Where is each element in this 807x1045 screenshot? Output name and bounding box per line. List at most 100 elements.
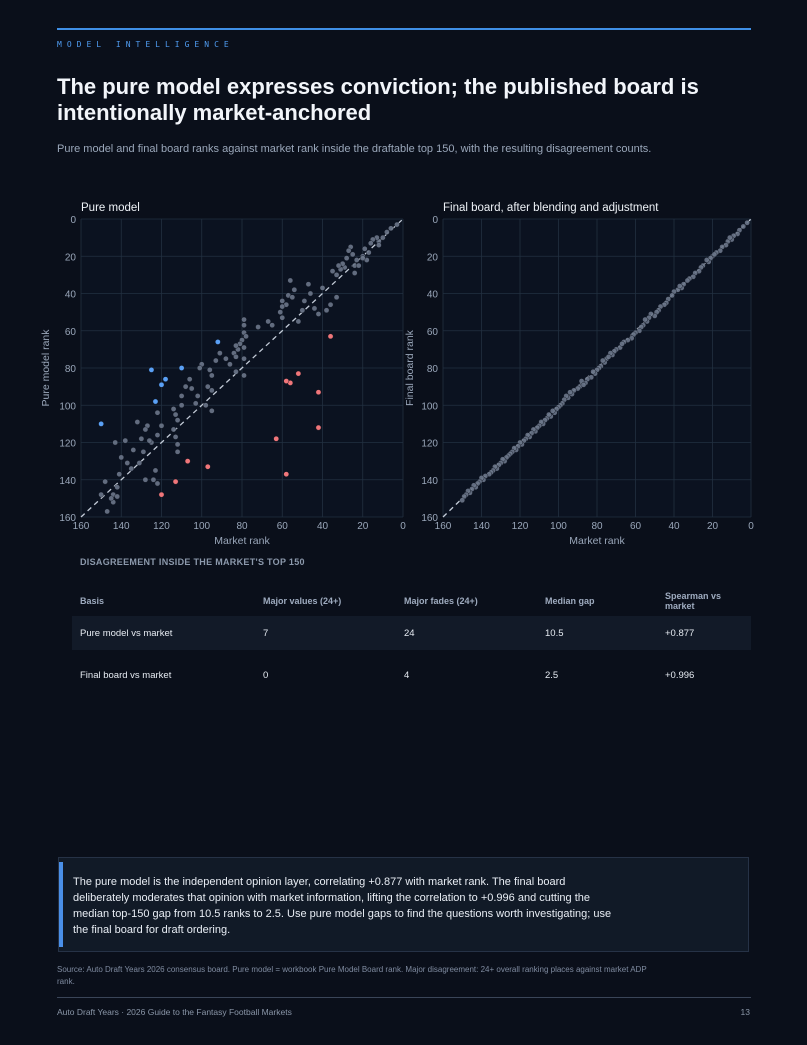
x-tick-label: 20 xyxy=(357,521,369,532)
data-point xyxy=(295,318,302,325)
data-point xyxy=(202,402,209,409)
x-tick-label: 60 xyxy=(277,521,289,532)
callout-accent-bar xyxy=(59,862,63,947)
major-value-point xyxy=(152,398,159,405)
y-tick-label: 100 xyxy=(59,401,76,412)
data-point xyxy=(740,223,747,230)
data-point xyxy=(241,344,247,351)
y-tick-label: 0 xyxy=(70,215,76,226)
major-fade-point xyxy=(273,435,280,442)
major-value-point xyxy=(178,365,185,371)
major-value-point xyxy=(162,376,169,382)
x-tick-label: 60 xyxy=(630,521,642,532)
y-tick-label: 120 xyxy=(421,439,438,450)
data-point xyxy=(241,355,247,362)
top-accent-line xyxy=(57,28,751,30)
data-point xyxy=(142,476,149,483)
x-tick-label: 160 xyxy=(73,521,90,532)
y-tick-label: 80 xyxy=(427,364,439,375)
data-point xyxy=(279,303,286,310)
footer-publication: Auto Draft Years · 2026 Guide to the Fan… xyxy=(57,1007,292,1017)
data-point xyxy=(233,354,239,360)
x-tick-label: 40 xyxy=(668,521,680,532)
data-point xyxy=(327,301,334,308)
data-point xyxy=(376,242,382,248)
data-point xyxy=(289,294,296,301)
data-point xyxy=(305,281,312,287)
y-axis-label: Final board rank xyxy=(404,329,416,406)
data-point xyxy=(134,419,141,425)
cell-median-gap: 2.5 xyxy=(545,669,559,681)
data-point xyxy=(335,262,342,269)
col-basis: Basis xyxy=(80,596,105,606)
data-point xyxy=(388,225,394,232)
x-tick-label: 120 xyxy=(512,521,529,532)
data-point xyxy=(124,460,131,466)
major-fade-point xyxy=(184,458,191,464)
y-tick-label: 160 xyxy=(421,513,438,524)
major-value-point xyxy=(98,421,104,427)
data-point xyxy=(136,460,143,466)
disagreement-table: Basis Major values (24+) Major fades (24… xyxy=(72,586,751,692)
data-point xyxy=(116,471,123,477)
data-point xyxy=(546,411,552,418)
x-tick-label: 40 xyxy=(317,521,329,532)
data-point xyxy=(154,409,161,416)
data-point xyxy=(172,411,179,418)
data-point xyxy=(580,381,587,388)
data-point xyxy=(333,294,340,301)
y-tick-label: 20 xyxy=(65,252,77,263)
data-point xyxy=(196,365,203,371)
data-point xyxy=(152,467,159,474)
data-point xyxy=(122,437,129,444)
data-point xyxy=(744,219,750,226)
data-point xyxy=(154,480,161,487)
data-point xyxy=(209,372,215,379)
major-fade-point xyxy=(327,333,334,340)
cell-basis: Final board vs market xyxy=(80,669,172,681)
data-point xyxy=(241,372,247,379)
x-tick-label: 100 xyxy=(193,521,210,532)
data-point xyxy=(114,484,121,491)
data-point xyxy=(459,497,466,504)
cell-basis: Pure model vs market xyxy=(72,616,255,650)
final-board-chart: 160 140 120 100 80 60 40 20 0 0 20 40 60 80 100 120 140 1… xyxy=(400,196,762,550)
data-point xyxy=(223,355,229,362)
cell-major-values: 7 xyxy=(255,616,396,650)
data-point xyxy=(567,389,573,396)
data-point xyxy=(128,465,135,472)
data-point xyxy=(619,340,625,347)
data-point xyxy=(150,476,157,483)
y-tick-label: 120 xyxy=(59,439,76,450)
major-fade-point xyxy=(283,378,290,384)
data-point xyxy=(703,257,710,263)
table-row: Pure model vs market 7 24 10.5 +0.877 xyxy=(72,616,751,650)
data-point xyxy=(241,322,247,328)
data-point xyxy=(669,292,675,299)
data-point xyxy=(170,426,177,433)
data-point xyxy=(365,249,372,256)
data-point xyxy=(727,234,733,241)
data-point xyxy=(233,368,239,375)
data-point xyxy=(380,234,386,241)
data-point xyxy=(140,449,147,455)
data-point xyxy=(287,277,294,284)
major-fade-point xyxy=(315,424,322,431)
data-point xyxy=(172,434,179,440)
data-point xyxy=(98,491,104,498)
data-point xyxy=(549,408,556,414)
data-point xyxy=(367,240,374,247)
major-value-point xyxy=(148,367,155,373)
data-point xyxy=(319,285,326,291)
x-tick-label: 140 xyxy=(473,521,490,532)
data-point xyxy=(206,367,213,373)
chart-title: Pure model xyxy=(81,202,140,214)
data-point xyxy=(355,262,362,269)
chart-title: Final board, after blending and adjustme… xyxy=(443,202,659,214)
data-point xyxy=(277,309,284,315)
y-tick-label: 40 xyxy=(427,290,439,301)
data-point xyxy=(138,435,145,442)
data-point xyxy=(269,322,275,328)
cell-median-gap: 10.5 xyxy=(537,616,657,650)
x-tick-label: 100 xyxy=(550,521,567,532)
